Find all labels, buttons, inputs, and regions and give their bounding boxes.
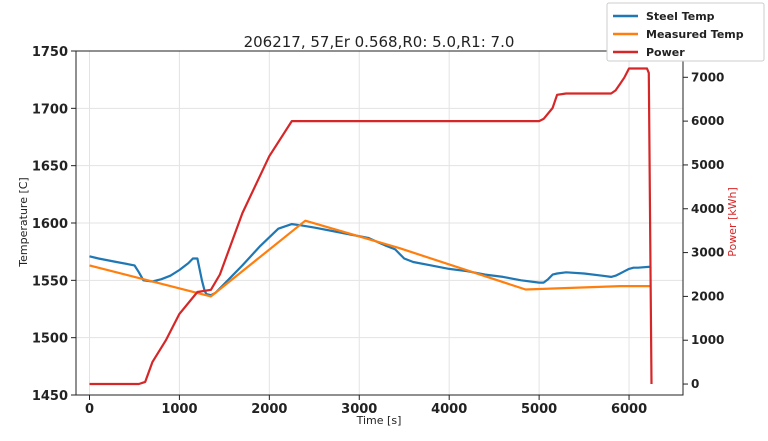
y2-tick-label: 0 — [691, 377, 699, 391]
chart-title: 206217, 57,Er 0.568,R0: 5.0,R1: 7.0 — [244, 33, 515, 51]
x-tick-label: 0 — [85, 402, 94, 417]
y-tick-label: 1700 — [32, 102, 68, 117]
grid-lines — [76, 50, 683, 396]
y-tick-label: 1550 — [32, 274, 68, 289]
y2-tick-label: 5000 — [691, 158, 724, 172]
y-tick-label: 1650 — [32, 160, 68, 175]
legend-label-power: Power — [646, 46, 685, 59]
x-tick-label: 1000 — [161, 402, 197, 417]
y-tick-label: 1600 — [32, 217, 68, 232]
y2-axis-label: Power [kWh] — [726, 187, 739, 257]
x-tick-label: 3000 — [341, 402, 377, 417]
y-tick-label: 1450 — [32, 389, 68, 404]
y-axis-label: Temperature [C] — [17, 177, 30, 267]
y-ticks-right: 0 1000 2000 3000 4000 5000 6000 7000 — [683, 70, 724, 391]
series-line-steel-temp — [89, 223, 652, 297]
legend-box — [606, 2, 765, 62]
y2-tick-label: 2000 — [691, 289, 724, 303]
x-tick-label: 2000 — [251, 402, 287, 417]
y2-tick-label: 6000 — [691, 114, 724, 128]
series-line-power — [89, 67, 653, 386]
x-tick-label: 6000 — [611, 402, 647, 417]
series-layer — [89, 67, 653, 386]
y-tick-label: 1500 — [32, 332, 68, 347]
y2-tick-label: 4000 — [691, 202, 724, 216]
x-axis-label: Time [s] — [356, 414, 402, 427]
x-tick-label: 5000 — [521, 402, 557, 417]
y-ticks-left: 1450 1500 1550 1600 1650 1700 1750 — [32, 45, 76, 404]
legend-label-measured-temp: Measured Temp — [646, 28, 744, 41]
legend-label-steel-temp: Steel Temp — [646, 10, 715, 23]
x-ticks: 0 1000 2000 3000 4000 5000 6000 — [85, 395, 647, 417]
y-tick-label: 1750 — [32, 45, 68, 60]
series-line-measured-temp — [89, 219, 652, 298]
legend: Steel Temp Measured Temp Power — [606, 2, 765, 62]
y2-tick-label: 3000 — [691, 246, 724, 260]
y2-tick-label: 7000 — [691, 70, 724, 84]
x-tick-label: 4000 — [431, 402, 467, 417]
y2-tick-label: 1000 — [691, 333, 724, 347]
